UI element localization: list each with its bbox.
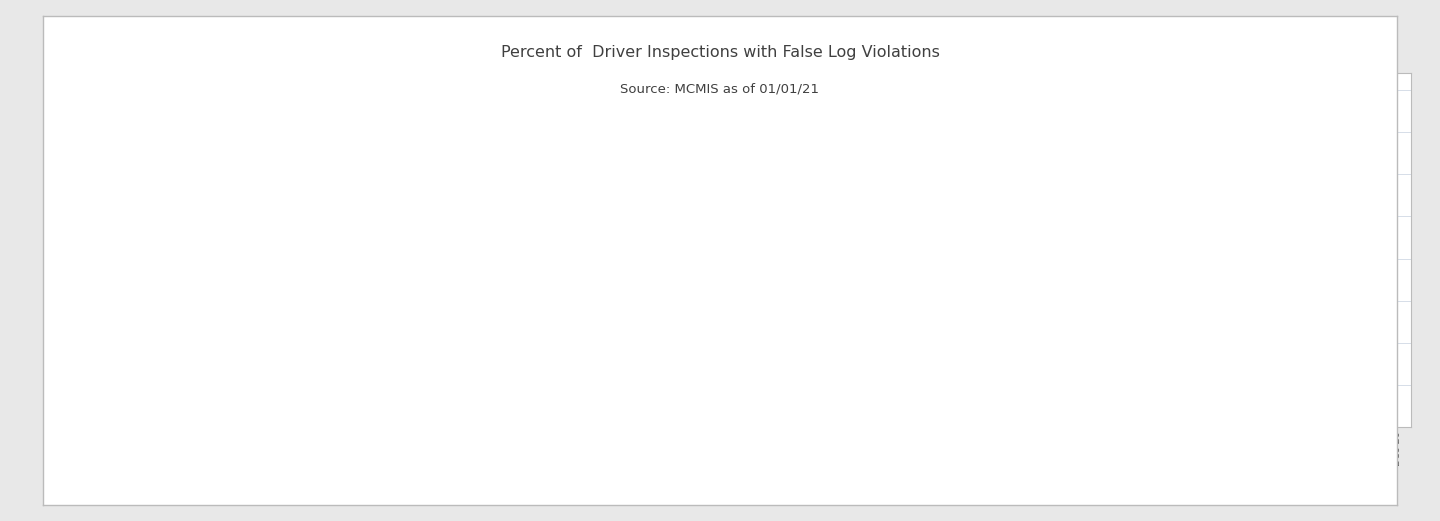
- Text: Percent of  Driver Inspections with False Log Violations: Percent of Driver Inspections with False…: [501, 45, 939, 59]
- Text: Source: MCMIS as of 01/01/21: Source: MCMIS as of 01/01/21: [621, 82, 819, 95]
